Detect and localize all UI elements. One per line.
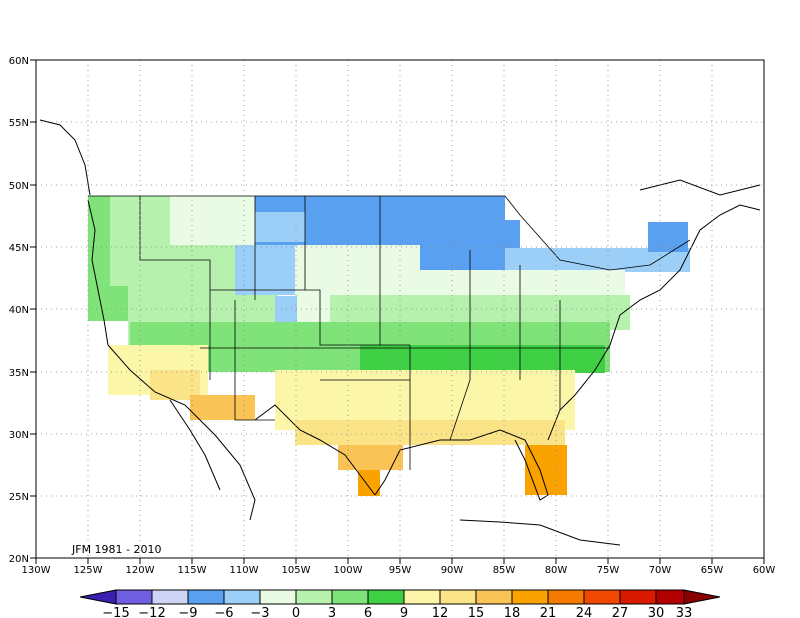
- colorbar-swatch: [259, 589, 297, 605]
- coastlines: [39, 119, 761, 546]
- colorbar-label: 33: [676, 606, 693, 618]
- lon-tick-label: 105W: [282, 565, 311, 576]
- colorbar-label: −12: [138, 606, 165, 618]
- colorbar-swatch: [439, 589, 477, 605]
- colorbar-swatch: [619, 589, 657, 605]
- colorbar-label: 6: [364, 606, 372, 618]
- shade-interior-west: [170, 196, 255, 246]
- colorbar-label: 24: [576, 606, 593, 618]
- tick-marks: [30, 59, 765, 564]
- colorbar-swatch: [223, 589, 261, 605]
- lon-tick-label: 90W: [441, 565, 464, 576]
- lat-tick-label: 20N: [9, 554, 29, 565]
- lon-labels: 130W 125W 120W 115W 110W 105W 100W 95W 9…: [22, 565, 776, 576]
- colorbar-label: −9: [178, 606, 197, 618]
- colorbar-swatch: [655, 589, 685, 605]
- lon-tick-label: 75W: [597, 565, 620, 576]
- colorbar-label: −6: [214, 606, 233, 618]
- lon-tick-label: 70W: [649, 565, 672, 576]
- colorbar-label: 15: [468, 606, 485, 618]
- colorbar-swatch: [547, 589, 585, 605]
- graticule: [36, 60, 764, 558]
- lon-tick-label: 115W: [178, 565, 207, 576]
- lon-tick-label: 80W: [545, 565, 568, 576]
- colorbar-swatch: [403, 589, 441, 605]
- lat-tick-label: 55N: [9, 118, 29, 129]
- colorbar-label: 27: [612, 606, 629, 618]
- lon-tick-label: 60W: [753, 565, 776, 576]
- colorbar-label: 21: [540, 606, 557, 618]
- shade-new-england: [648, 222, 688, 252]
- lat-tick-label: 30N: [9, 430, 29, 441]
- borders: [88, 195, 691, 470]
- colorbar-label: −15: [102, 606, 129, 618]
- colorbar: [79, 589, 721, 605]
- colorbar-high-arrow: [683, 589, 721, 605]
- colorbar-label: −3: [250, 606, 269, 618]
- lon-tick-label: 100W: [334, 565, 363, 576]
- colorbar-labels: −15 −12 −9 −6 −3 0 3 6 9 12 15 18 21 24 …: [102, 606, 692, 618]
- lat-labels: 20N 25N 30N 35N 40N 45N 50N 55N 60N: [9, 56, 29, 565]
- lon-tick-label: 130W: [22, 565, 51, 576]
- shade-texas-tip: [358, 470, 380, 496]
- lon-tick-label: 85W: [493, 565, 516, 576]
- colorbar-swatch: [295, 589, 333, 605]
- colorbar-label: 12: [432, 606, 449, 618]
- lat-tick-label: 25N: [9, 492, 29, 503]
- colorbar-swatch: [511, 589, 549, 605]
- colorbar-swatch: [151, 589, 189, 605]
- period-annotation: JFM 1981 - 2010: [71, 543, 162, 556]
- lon-tick-label: 110W: [230, 565, 259, 576]
- lat-tick-label: 35N: [9, 368, 29, 379]
- shade-northern-plains: [235, 245, 295, 295]
- lat-tick-label: 50N: [9, 181, 29, 192]
- colorbar-swatch: [187, 589, 225, 605]
- data-shading: [88, 196, 690, 496]
- colorbar-swatch: [475, 589, 513, 605]
- shade-gulf: [295, 420, 565, 445]
- lat-tick-label: 45N: [9, 243, 29, 254]
- colorbar-label: 18: [504, 606, 521, 618]
- colorbar-label: 9: [400, 606, 408, 618]
- colorbar-low-arrow: [79, 589, 117, 605]
- shade-upper-midwest: [255, 212, 305, 242]
- colorbar-label: 0: [292, 606, 300, 618]
- colorbar-swatch: [583, 589, 621, 605]
- lon-tick-label: 125W: [74, 565, 103, 576]
- lon-tick-label: 95W: [389, 565, 412, 576]
- lon-tick-label: 120W: [126, 565, 155, 576]
- colorbar-swatch: [115, 589, 153, 605]
- colorbar-label: 30: [648, 606, 665, 618]
- colorbar-label: 3: [328, 606, 336, 618]
- lat-tick-label: 40N: [9, 305, 29, 316]
- shade-southern-band: [360, 345, 605, 373]
- colorbar-swatch: [367, 589, 405, 605]
- shade-southwest: [190, 395, 255, 420]
- lat-tick-label: 60N: [9, 56, 29, 67]
- lon-tick-label: 65W: [701, 565, 724, 576]
- shade-texas-coast: [338, 445, 403, 470]
- colorbar-swatch: [331, 589, 369, 605]
